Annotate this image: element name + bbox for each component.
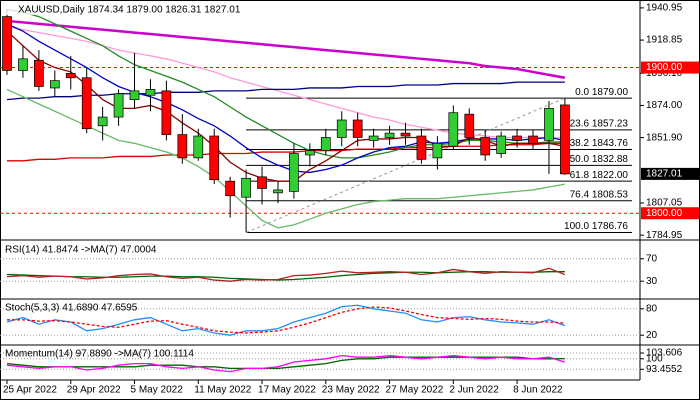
candle-body: [496, 135, 506, 154]
x-tick-label: 23 May 2022: [322, 385, 380, 396]
y-tick-label: 70: [646, 253, 658, 264]
level-tag: [641, 207, 699, 220]
y-tick-label: 93.4552: [646, 364, 683, 375]
fib-label: 76.4 1808.53: [570, 189, 629, 200]
title-bg: [2, 3, 234, 15]
fib-label: 38.2 1843.76: [570, 138, 629, 149]
y-tick-label: 1918.85: [646, 35, 683, 46]
x-tick-label: 17 May 2022: [258, 385, 316, 396]
candle-body: [512, 135, 522, 141]
candle-body: [97, 116, 108, 127]
candle-body: [241, 177, 251, 198]
x-tick-label: 29 Apr 2022: [67, 385, 121, 396]
indicator-line: [6, 304, 566, 336]
indicator-line: [7, 142, 565, 162]
indicator-line: [6, 19, 566, 79]
level-tag-label: 1900.00: [646, 62, 683, 73]
x-tick-label: 11 May 2022: [194, 385, 252, 396]
candle-body: [400, 132, 411, 137]
fib-label: 50.0 1832.88: [570, 154, 629, 165]
candle-body: [448, 112, 459, 147]
candle-body: [336, 119, 347, 138]
indicator-line: [6, 23, 566, 174]
candle-body: [81, 77, 92, 130]
y-tick-label: 1851.90: [646, 132, 683, 143]
y-tick-label: 80: [646, 303, 658, 314]
candle-body: [320, 137, 331, 151]
indicator-title: Stoch(5,3,3) 41.6890 47.6595: [5, 303, 138, 314]
indicator-line: [6, 354, 566, 373]
candle-body: [209, 135, 220, 181]
fib-label: 61.8 1822.00: [570, 170, 629, 181]
candle-body: [560, 104, 570, 175]
y-tick-label: 1874.00: [646, 100, 683, 111]
last-price-tag: [641, 167, 699, 180]
chart-title: XAUUSD,Daily 1874.34 1879.00 1826.31 182…: [18, 5, 241, 16]
y-tick-label: 30: [646, 276, 658, 287]
x-tick-label: 5 May 2022: [131, 385, 184, 396]
candle-body: [544, 107, 554, 141]
y-tick-label: 103.606: [646, 348, 683, 359]
y-tick-label: 20: [646, 330, 658, 341]
candle-body: [65, 73, 76, 79]
candle-body: [464, 113, 475, 138]
level-tag-label: 1800.00: [646, 208, 683, 219]
candle-body: [273, 189, 283, 194]
candle-body: [432, 142, 443, 159]
candle-body: [161, 90, 172, 135]
candle-body: [305, 150, 315, 156]
y-tick-label: 100: [646, 353, 663, 364]
indicator-line: [6, 267, 566, 282]
candle-body: [257, 176, 267, 189]
y-tick-label: 1940.95: [646, 3, 683, 14]
x-tick-label: 8 Jun 2022: [513, 385, 563, 396]
level-tag: [641, 61, 699, 74]
indicator-line: [6, 81, 565, 101]
candle-body: [289, 153, 299, 192]
y-tick-label: 1784.95: [646, 230, 683, 241]
candle-body: [49, 80, 60, 89]
indicator-title: RSI(14) 41.8474 ->MA(7) 47.0004: [5, 245, 157, 256]
candle-body: [193, 135, 204, 159]
candle-body: [225, 180, 236, 197]
candle-body: [18, 58, 28, 71]
fib-label: 100.0 1786.76: [564, 221, 628, 232]
x-tick-label: 25 Apr 2022: [3, 385, 57, 396]
x-tick-label: 2 Jun 2022: [449, 385, 499, 396]
candle-body: [528, 135, 538, 144]
candle-body: [177, 134, 188, 159]
indicator-line: [7, 306, 565, 334]
candle-body: [384, 132, 395, 138]
fib-label: 0.0 1879.00: [575, 87, 628, 98]
indicator-line: [6, 30, 566, 182]
fib-label: 23.6 1857.23: [570, 119, 629, 130]
candle-body: [113, 93, 124, 118]
candle-body: [352, 119, 363, 138]
indicator-line: [6, 88, 566, 229]
last-price-label: 1827.01: [646, 169, 683, 180]
fib-trend: [245, 97, 566, 233]
candle-body: [2, 16, 12, 71]
candle-body: [480, 137, 491, 156]
candle-body: [129, 90, 140, 100]
x-tick-label: 27 May 2022: [386, 385, 444, 396]
candle-body: [145, 89, 156, 96]
candle-body: [34, 59, 44, 87]
indicator-line: [6, 8, 565, 159]
y-tick-label: 1807.05: [646, 198, 683, 209]
candle-body: [416, 135, 427, 160]
candle-body: [368, 135, 379, 141]
indicator-title: Momentum(14) 97.8890 ->MA(7) 100.1114: [5, 349, 194, 360]
